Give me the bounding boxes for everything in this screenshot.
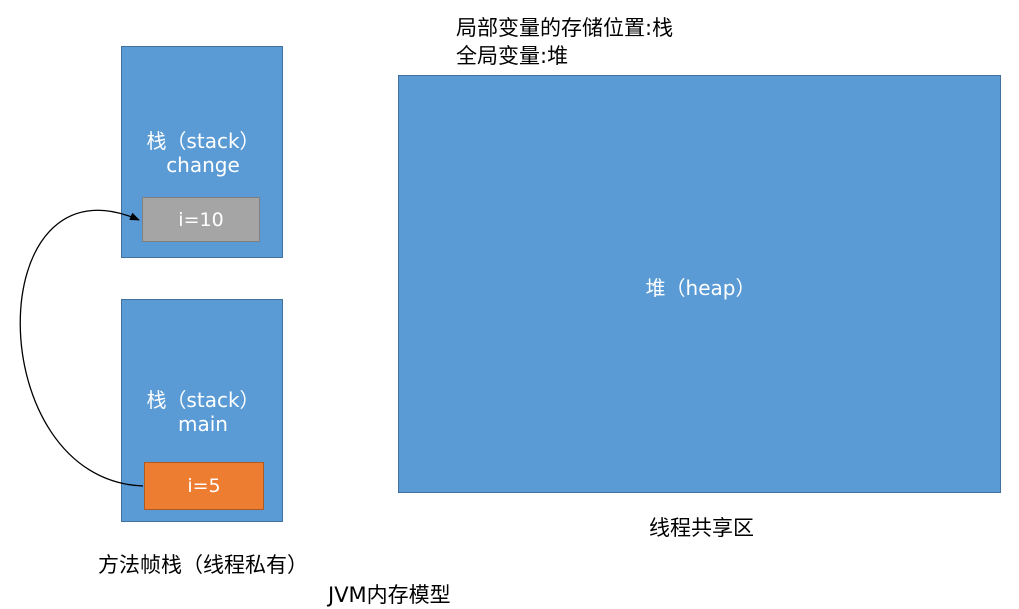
note-global-variable: 全局变量:堆 (456, 44, 569, 68)
variable-cell-i5: i=5 (144, 462, 264, 510)
model-caption: JVM内存模型 (328, 583, 451, 607)
heap-title: 堆（heap） (645, 276, 756, 300)
stack-frame-main-title: 栈（stack） (146, 388, 260, 412)
stack-frame-main-method: main (178, 412, 228, 436)
note-local-variable: 局部变量的存储位置:栈 (456, 16, 674, 40)
frames-caption: 方法帧栈（线程私有） (98, 553, 308, 577)
stack-frame-main: 栈（stack） main i=5 (121, 299, 283, 522)
heap-block: 堆（heap） (398, 75, 1001, 493)
stack-frame-change-method: change (166, 153, 240, 177)
variable-cell-i10: i=10 (142, 197, 260, 242)
heap-caption: 线程共享区 (649, 516, 754, 540)
stack-frame-change-title: 栈（stack） (146, 129, 260, 153)
stack-frame-change: 栈（stack） change i=10 (121, 46, 283, 258)
